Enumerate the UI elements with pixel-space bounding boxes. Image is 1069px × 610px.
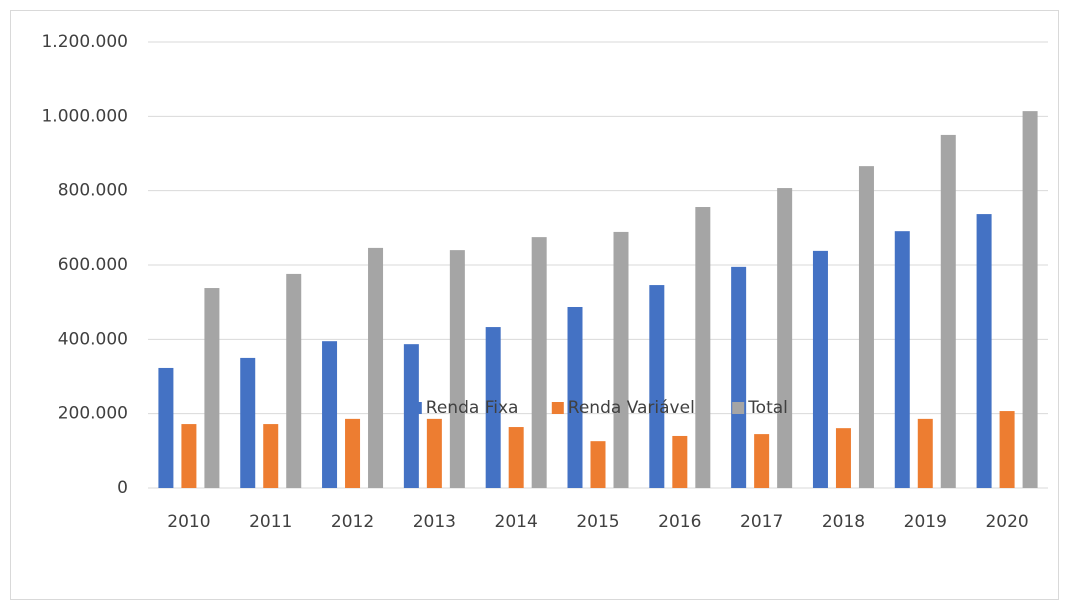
bar — [858, 166, 874, 489]
y-tick-label: 0 — [117, 478, 128, 498]
legend-label: Renda Fixa — [426, 398, 519, 418]
bar — [158, 367, 174, 488]
bar — [322, 341, 338, 488]
bar — [485, 327, 501, 488]
bar — [286, 273, 302, 488]
bar — [917, 418, 933, 488]
y-tick-label: 1.000.000 — [41, 106, 128, 126]
bar — [695, 207, 711, 488]
x-tick-label: 2015 — [576, 512, 619, 532]
bar — [613, 231, 629, 488]
bar — [1022, 111, 1038, 488]
bar — [835, 428, 851, 488]
x-tick-label: 2013 — [413, 512, 456, 532]
bar — [999, 411, 1015, 488]
legend-label: Renda Variável — [568, 398, 695, 418]
bar — [672, 435, 688, 488]
y-tick-label: 400.000 — [58, 329, 128, 349]
y-tick-label: 800.000 — [58, 181, 128, 201]
y-tick-label: 1.200.000 — [41, 32, 128, 52]
x-tick-label: 2017 — [740, 512, 783, 532]
bar — [368, 247, 384, 488]
legend-swatch — [732, 402, 745, 414]
x-tick-label: 2019 — [904, 512, 947, 532]
bar — [403, 344, 419, 488]
bar — [567, 306, 583, 488]
bar — [812, 250, 828, 488]
bar — [940, 134, 956, 488]
bar — [754, 434, 770, 488]
bar — [894, 231, 910, 488]
bar — [204, 288, 220, 488]
bar — [531, 237, 547, 488]
x-tick-label: 2011 — [249, 512, 292, 532]
x-tick-label: 2014 — [495, 512, 538, 532]
bar — [426, 418, 442, 488]
bar — [590, 441, 606, 488]
x-tick-label: 2010 — [167, 512, 210, 532]
legend-swatch — [409, 402, 422, 414]
x-tick-label: 2012 — [331, 512, 374, 532]
bar — [731, 266, 747, 488]
x-tick-label: 2018 — [822, 512, 865, 532]
bar — [263, 424, 279, 488]
bar — [449, 250, 465, 488]
bar — [777, 188, 793, 488]
bar — [976, 214, 992, 488]
bar — [508, 427, 524, 488]
y-tick-label: 600.000 — [58, 255, 128, 275]
bar — [181, 424, 197, 488]
x-tick-label: 2020 — [985, 512, 1028, 532]
legend-label: Total — [747, 398, 788, 418]
x-tick-label: 2016 — [658, 512, 701, 532]
bar — [649, 285, 665, 488]
y-tick-label: 200.000 — [58, 404, 128, 424]
bar — [240, 357, 256, 488]
bar — [345, 418, 361, 488]
legend-swatch — [551, 402, 564, 414]
